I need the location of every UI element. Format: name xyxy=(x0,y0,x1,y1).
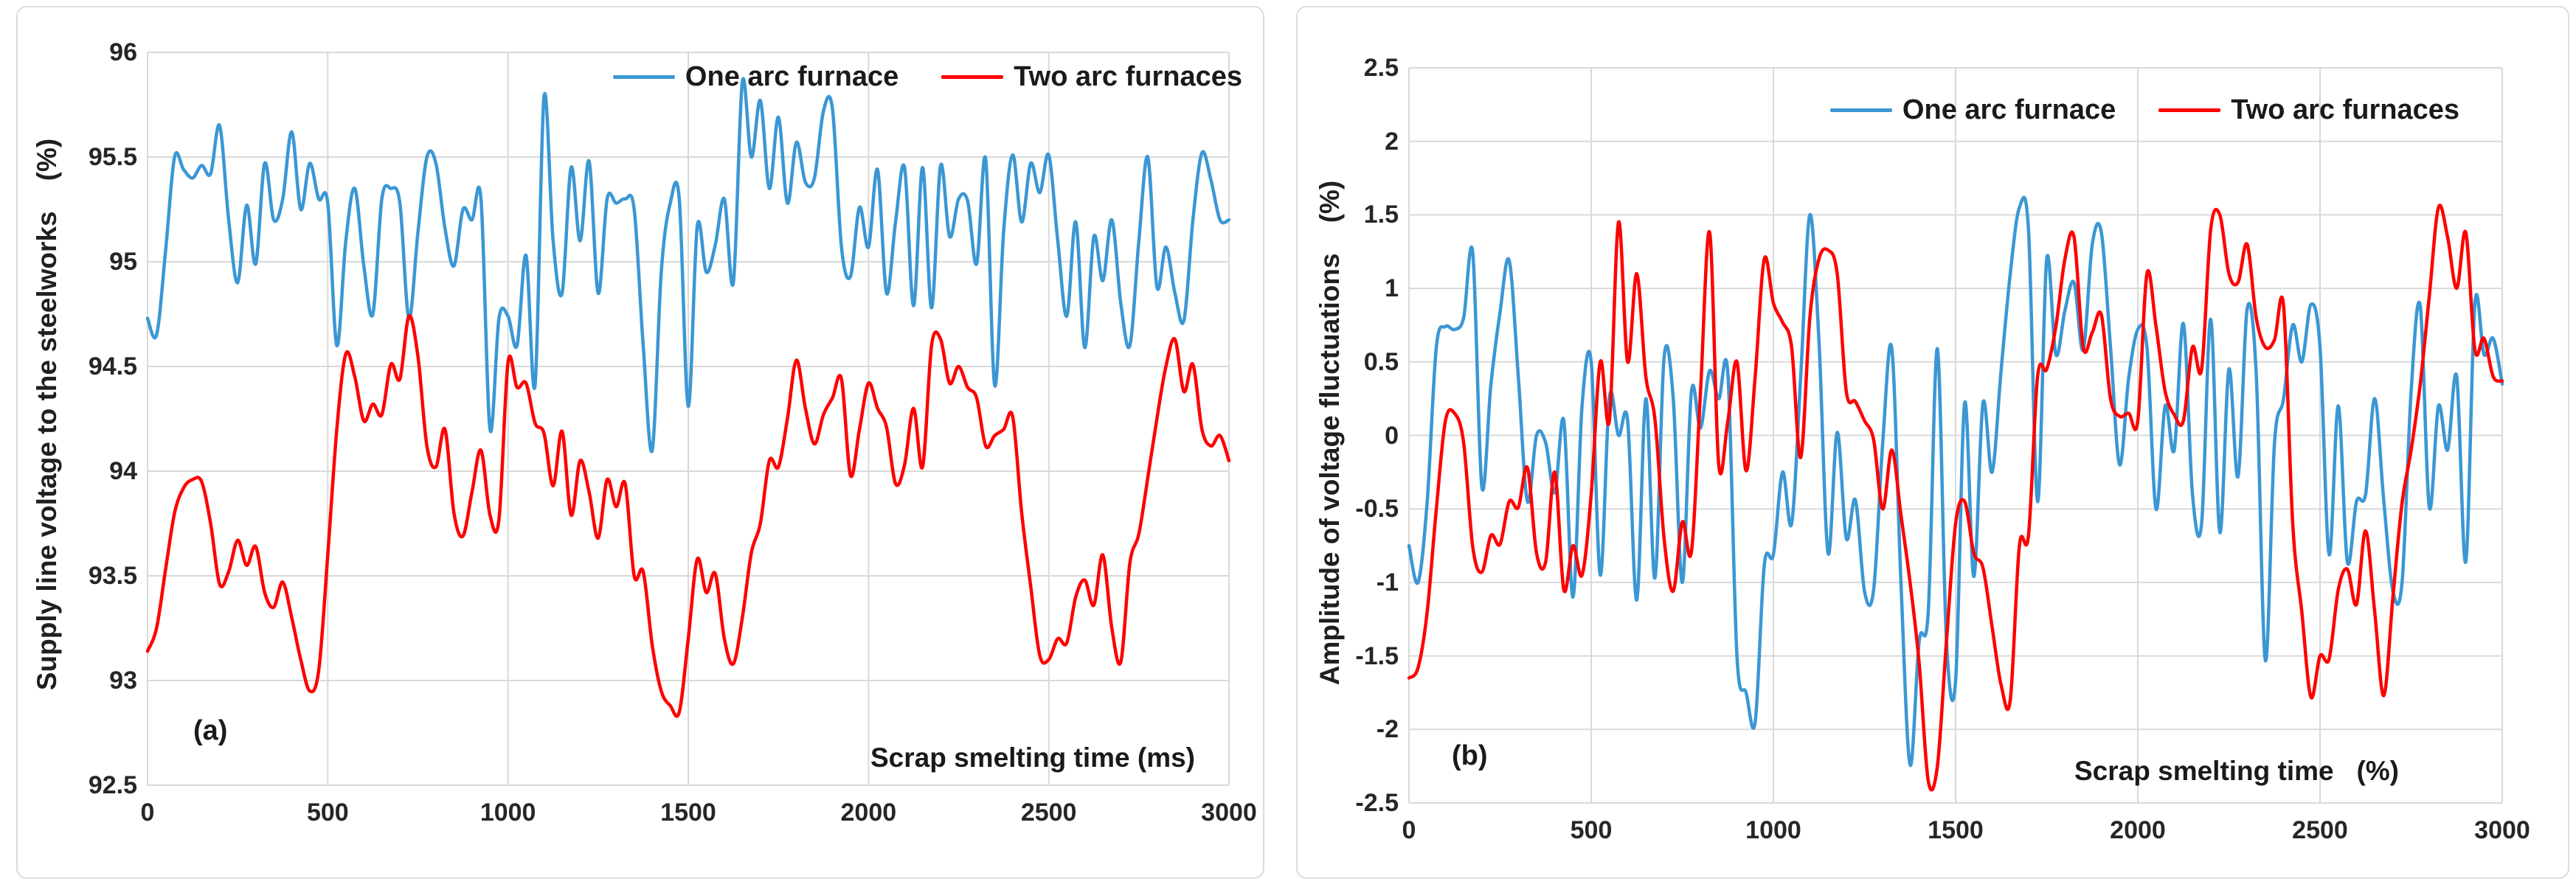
x-tick-label: 3000 xyxy=(1201,799,1257,827)
x-axis-label-b: Scrap smelting time (%) xyxy=(2074,756,2399,786)
y-tick-label: -1 xyxy=(1376,568,1399,596)
y-tick-label: 95 xyxy=(109,248,137,276)
y-tick-label: 95.5 xyxy=(88,143,137,171)
y-tick-label: 2 xyxy=(1385,127,1399,156)
y-tick-label: 92.5 xyxy=(88,771,137,799)
x-tick-label: 500 xyxy=(306,799,349,827)
legend-item-one-arc: One arc furnace xyxy=(612,61,899,93)
legend-b: One arc furnace Two arc furnaces xyxy=(1829,94,2459,126)
chart-svg-b xyxy=(1407,67,2504,804)
y-tick-label: 94 xyxy=(109,457,137,485)
x-tick-label: 3000 xyxy=(2474,816,2530,844)
x-tick-label: 2500 xyxy=(1020,799,1077,827)
x-tick-label: 1000 xyxy=(1745,816,1801,844)
x-axis-label-a: Scrap smelting time (ms) xyxy=(870,742,1195,773)
y-tick-label: 93.5 xyxy=(88,562,137,590)
legend-item-two-arc: Two arc furnaces xyxy=(2158,94,2459,126)
legend-line-icon-two-arc xyxy=(2158,108,2221,112)
legend-item-two-arc: Two arc furnaces xyxy=(941,61,1242,93)
legend-label-one-arc: One arc furnace xyxy=(1902,94,2116,125)
plot-area-a: One arc furnace Two arc furnaces Scrap s… xyxy=(145,52,1242,786)
chart-panel-a: Supply line voltage to the steelworks (%… xyxy=(16,6,1264,879)
y-axis-title-a: Supply line voltage to the steelworks (%… xyxy=(32,138,62,691)
series-series_two xyxy=(1407,204,2504,792)
legend-label-two-arc: Two arc furnaces xyxy=(1014,61,1242,92)
y-tick-label: 0 xyxy=(1385,421,1399,450)
x-tick-label: 1500 xyxy=(660,799,716,827)
y-tick-label: -1.5 xyxy=(1355,641,1399,670)
legend-label-one-arc: One arc furnace xyxy=(685,61,899,92)
y-tick-label: -2 xyxy=(1376,715,1399,744)
x-tick-label: 2000 xyxy=(2110,816,2166,844)
y-tick-label: 96 xyxy=(109,38,137,66)
x-tick-label: 2000 xyxy=(840,799,897,827)
legend-item-one-arc: One arc furnace xyxy=(1829,94,2116,126)
legend-line-icon-two-arc xyxy=(941,75,1004,79)
y-tick-label: 2.5 xyxy=(1363,54,1399,82)
y-tick-label: 93 xyxy=(109,667,137,695)
series-series_two xyxy=(145,314,1231,718)
y-tick-label: 1 xyxy=(1385,274,1399,303)
x-tick-label: 0 xyxy=(140,799,155,827)
y-tick-label: 1.5 xyxy=(1363,201,1399,229)
y-tick-label: 0.5 xyxy=(1363,347,1399,376)
y-tick-label: -0.5 xyxy=(1355,495,1399,523)
legend-line-icon-one-arc xyxy=(612,75,675,79)
series-series_one xyxy=(145,77,1231,453)
chart-panel-b: Amplitude of voltage fluctuations (%) 2.… xyxy=(1296,6,2569,879)
series-series_one xyxy=(1407,195,2504,767)
x-tick-label: 2500 xyxy=(2292,816,2348,844)
x-tick-label: 500 xyxy=(1570,816,1613,844)
y-tick-label: -2.5 xyxy=(1355,789,1399,817)
chart-svg-a xyxy=(145,52,1231,786)
y-tick-label: 94.5 xyxy=(88,352,137,380)
legend-line-icon-one-arc xyxy=(1829,108,1892,112)
panel-tag-a: (a) xyxy=(193,715,228,746)
x-tick-label: 1500 xyxy=(1928,816,1984,844)
legend-a: One arc furnace Two arc furnaces xyxy=(612,61,1242,93)
panel-tag-b: (b) xyxy=(1452,740,1488,771)
x-tick-label: 1000 xyxy=(479,799,536,827)
x-tick-label: 0 xyxy=(1402,816,1416,844)
legend-label-two-arc: Two arc furnaces xyxy=(2231,94,2459,125)
plot-area-b: One arc furnace Two arc furnaces Scrap s… xyxy=(1407,67,2504,804)
